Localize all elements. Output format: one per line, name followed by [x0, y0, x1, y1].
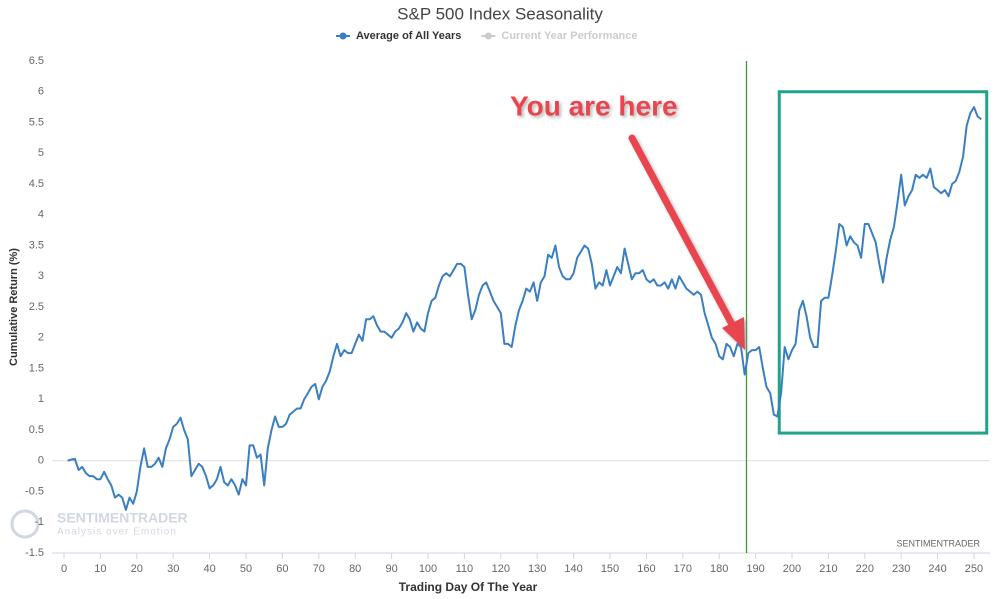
arrow-shaft — [628, 134, 739, 334]
y-tick-label: 2 — [38, 332, 44, 344]
watermark-name: SENTIMENTRADER — [57, 510, 188, 526]
highlight-box — [777, 90, 989, 435]
x-tick-label: 80 — [349, 563, 361, 575]
legend-marker — [339, 32, 347, 40]
x-tick-label: 250 — [965, 563, 983, 575]
x-tick-label: 90 — [385, 563, 397, 575]
x-tick-label: 230 — [892, 563, 910, 575]
x-tick-label: 100 — [419, 563, 437, 575]
x-tick-label: 120 — [492, 563, 510, 575]
x-tick-label: 150 — [601, 563, 619, 575]
x-tick-label: 20 — [131, 563, 143, 575]
legend-label[interactable]: Average of All Years — [356, 30, 461, 42]
legend-marker — [484, 32, 492, 40]
y-tick-label: 6.5 — [29, 55, 44, 67]
x-tick-label: 220 — [856, 563, 874, 575]
x-tick-label: 200 — [783, 563, 801, 575]
y-axis-title: Cumulative Return (%) — [8, 248, 20, 366]
y-tick-label: -1 — [34, 516, 44, 528]
y-tick-label: 4.5 — [29, 178, 44, 190]
y-tick-label: 0 — [38, 455, 44, 467]
y-tick-label: -0.5 — [25, 485, 44, 497]
x-tick-label: 180 — [710, 563, 728, 575]
chart-title: S&P 500 Index Seasonality — [397, 4, 603, 23]
x-tick-label: 70 — [313, 563, 325, 575]
y-tick-label: 5 — [38, 147, 44, 159]
y-tick-label: 3.5 — [29, 239, 44, 251]
y-tick-label: 1 — [38, 393, 44, 405]
credit: SENTIMENTRADER — [896, 538, 980, 548]
y-tick-label: 1.5 — [29, 362, 44, 374]
y-tick-label: 6 — [38, 86, 44, 98]
x-tick-label: 0 — [61, 563, 67, 575]
x-tick-label: 40 — [203, 563, 215, 575]
x-tick-label: 140 — [564, 563, 582, 575]
annotation: You are here — [510, 90, 678, 121]
x-tick-label: 30 — [167, 563, 179, 575]
watermark: SENTIMENTRADER Analysis over Emotion — [10, 509, 188, 539]
y-tick-label: 0.5 — [29, 424, 44, 436]
line-series — [67, 106, 982, 511]
x-tick-label: 210 — [819, 563, 837, 575]
y-tick-label: 4 — [38, 209, 44, 221]
x-tick-label: 60 — [276, 563, 288, 575]
x-tick-label: 50 — [240, 563, 252, 575]
arrow — [628, 134, 745, 350]
legend-label[interactable]: Current Year Performance — [501, 30, 637, 42]
x-tick-label: 170 — [674, 563, 692, 575]
arrow-head — [722, 317, 745, 350]
y-tick-label: 3 — [38, 270, 44, 282]
y-tick-label: 2.5 — [29, 301, 44, 313]
x-tick-label: 190 — [746, 563, 764, 575]
watermark-icon — [10, 509, 40, 539]
x-tick-label: 240 — [928, 563, 946, 575]
x-axis-title: Trading Day Of The Year — [399, 580, 538, 594]
x-tick-label: 160 — [637, 563, 655, 575]
x-tick-label: 110 — [456, 563, 474, 575]
x-tick-label: 130 — [528, 563, 546, 575]
y-tick-label: -1.5 — [25, 547, 44, 559]
y-tick-label: 5.5 — [29, 116, 44, 128]
x-tick-label: 10 — [94, 563, 106, 575]
watermark-tagline: Analysis over Emotion — [57, 527, 177, 538]
